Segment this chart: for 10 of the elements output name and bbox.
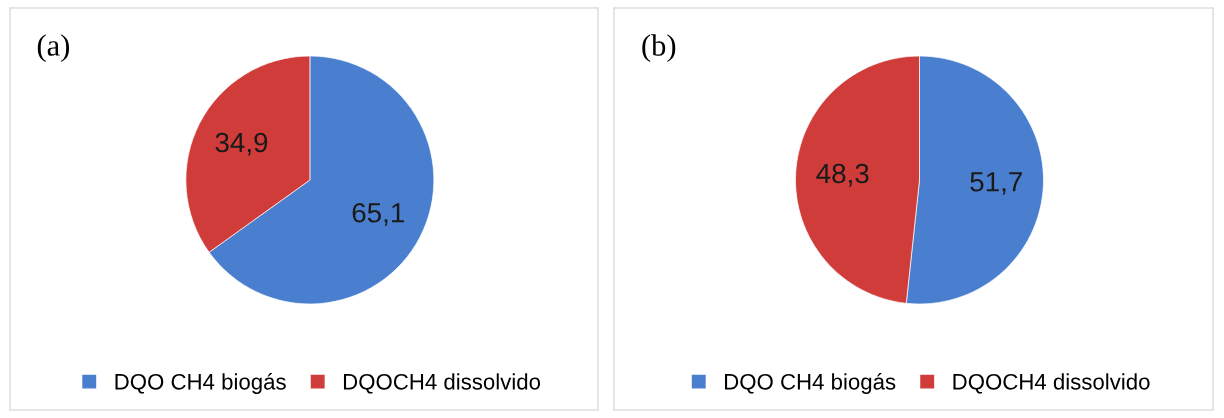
data-label: 65,1 xyxy=(352,202,404,226)
data-label: 48,3 xyxy=(816,163,869,187)
data-label: 51,7 xyxy=(970,172,1022,195)
legend-label: DQO CH4 biogás xyxy=(115,373,286,395)
legend-label: DQOCH4 dissolvido xyxy=(953,373,1150,394)
chart-title: (a) xyxy=(37,34,70,63)
legend-label: DQOCH4 dissolvido xyxy=(343,373,541,394)
legend-label: DQO CH4 biogás xyxy=(725,373,896,395)
data-label: 34,9 xyxy=(215,132,268,156)
chart-title: (b) xyxy=(642,34,676,63)
